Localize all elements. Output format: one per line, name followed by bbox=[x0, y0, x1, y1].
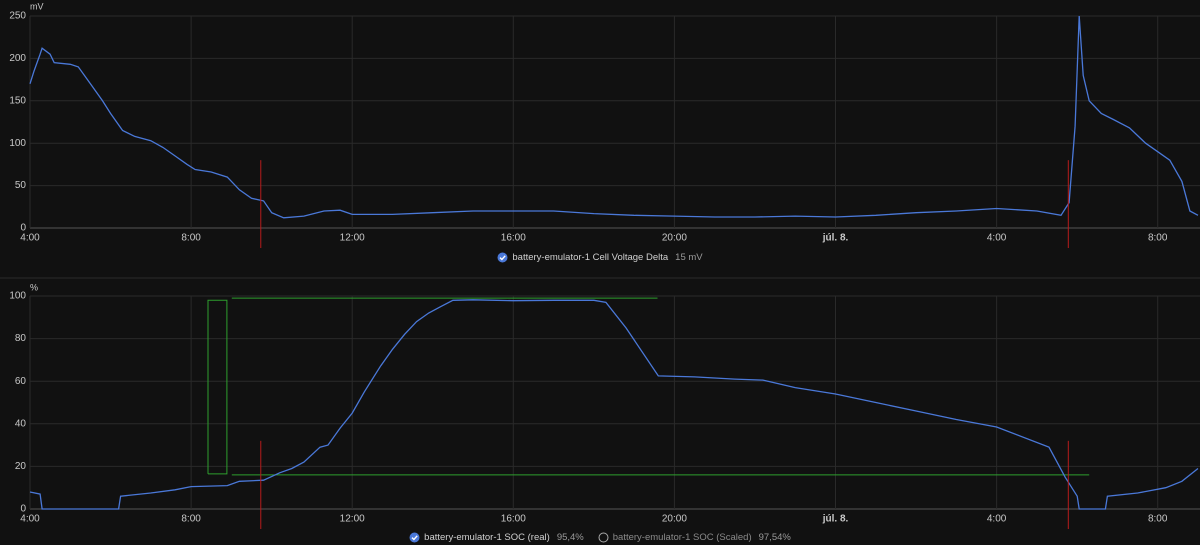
y-tick-label: 80 bbox=[15, 333, 27, 344]
y-tick-label: 0 bbox=[20, 504, 26, 515]
x-tick-label: 8:00 bbox=[181, 233, 201, 244]
y-tick-label: 250 bbox=[9, 11, 26, 22]
series-line bbox=[29, 15, 1199, 219]
y-tick-label: 200 bbox=[9, 53, 26, 64]
legend-name: battery-emulator-1 SOC (real) bbox=[424, 532, 550, 543]
y-tick-label: 50 bbox=[15, 180, 27, 191]
y-tick-label: 0 bbox=[20, 223, 26, 234]
x-tick-label: 12:00 bbox=[340, 233, 365, 244]
legend-item[interactable]: battery-emulator-1 Cell Voltage Delta 15 … bbox=[497, 252, 703, 263]
x-tick-label: 4:00 bbox=[987, 233, 1007, 244]
x-tick-label: 8:00 bbox=[1148, 233, 1168, 244]
x-tick-label: 4:00 bbox=[20, 233, 40, 244]
legend-checkbox[interactable] bbox=[598, 532, 609, 543]
x-tick-label: 12:00 bbox=[340, 514, 365, 525]
overlay-line bbox=[207, 297, 1090, 476]
y-tick-label: 100 bbox=[9, 291, 26, 302]
y-tick-label: 40 bbox=[15, 418, 27, 429]
legend-checkbox[interactable] bbox=[497, 252, 508, 263]
x-tick-label: 4:00 bbox=[20, 514, 40, 525]
x-tick-label: 16:00 bbox=[501, 233, 526, 244]
x-tick-label: júl. 8. bbox=[822, 514, 849, 525]
y-unit: mV bbox=[30, 1, 44, 11]
legend: battery-emulator-1 SOC (real) 95,4% batter… bbox=[0, 532, 1200, 543]
legend-value: 97,54% bbox=[758, 532, 791, 543]
checkmark bbox=[499, 255, 507, 261]
legend-name: battery-emulator-1 SOC (Scaled) bbox=[612, 532, 752, 543]
legend: battery-emulator-1 Cell Voltage Delta 15 … bbox=[0, 252, 1200, 263]
y-tick-label: 100 bbox=[9, 138, 26, 149]
x-tick-label: 20:00 bbox=[662, 233, 687, 244]
x-tick-label: 16:00 bbox=[501, 514, 526, 525]
x-tick-label: 8:00 bbox=[1148, 514, 1168, 525]
x-tick-label: 4:00 bbox=[987, 514, 1007, 525]
legend-value: 95,4% bbox=[556, 532, 584, 543]
legend-item[interactable]: battery-emulator-1 SOC (real) 95,4% bbox=[409, 532, 584, 543]
x-tick-label: 8:00 bbox=[181, 514, 201, 525]
checkbox-empty bbox=[598, 532, 609, 543]
y-tick-label: 60 bbox=[15, 376, 27, 387]
series-line bbox=[29, 299, 1199, 510]
y-tick-label: 150 bbox=[9, 95, 26, 106]
legend-name: battery-emulator-1 Cell Voltage Delta bbox=[512, 252, 669, 263]
legend-value: 15 mV bbox=[675, 252, 703, 263]
checkbox-fill bbox=[497, 252, 508, 263]
y-unit: % bbox=[30, 282, 38, 292]
x-tick-label: 20:00 bbox=[662, 514, 687, 525]
legend-item[interactable]: battery-emulator-1 SOC (Scaled) 97,54% bbox=[598, 532, 791, 543]
checkmark bbox=[411, 535, 418, 541]
x-tick-label: júl. 8. bbox=[822, 233, 849, 244]
checkbox-fill bbox=[409, 532, 420, 543]
y-tick-label: 20 bbox=[15, 461, 27, 472]
legend-checkbox[interactable] bbox=[409, 532, 420, 543]
